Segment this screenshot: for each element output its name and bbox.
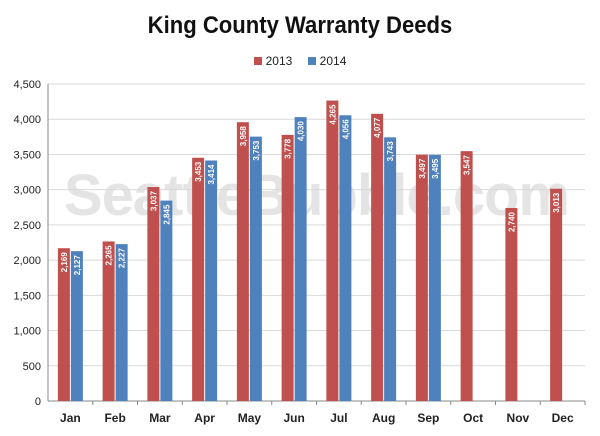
data-label: 4,265	[328, 104, 337, 125]
legend: 2013 2014	[0, 53, 600, 68]
bar-2013-aug	[371, 113, 384, 401]
y-tick-label: 0	[35, 396, 41, 408]
bar-2013-oct	[460, 151, 473, 401]
x-tick-label: Oct	[463, 411, 483, 425]
data-label: 3,414	[207, 164, 216, 185]
data-label: 2,265	[105, 245, 114, 266]
bar-2014-apr	[205, 160, 218, 401]
watermark: SeattleBubble.com	[64, 163, 569, 228]
y-tick-label: 2,000	[13, 255, 41, 267]
x-tick-label: Apr	[194, 411, 215, 425]
bar-2013-jul	[326, 100, 339, 401]
bar-2014-mar	[160, 200, 173, 401]
y-tick-label: 2,500	[13, 220, 41, 232]
legend-label-2014: 2014	[319, 53, 347, 68]
y-tick-label: 3,000	[13, 185, 41, 197]
legend-swatch-2014	[307, 56, 316, 65]
y-tick-label: 4,500	[13, 79, 41, 91]
y-tick-label: 4,000	[13, 114, 41, 126]
bar-2013-apr	[192, 157, 205, 401]
bar-2013-sep	[415, 154, 428, 401]
y-tick-label: 3,500	[13, 149, 41, 161]
data-label: 3,453	[194, 161, 203, 182]
x-tick-label: Jul	[330, 411, 347, 425]
data-label: 2,227	[118, 248, 127, 269]
x-tick-label: Dec	[552, 411, 574, 425]
bar-2013-feb	[102, 241, 115, 401]
x-tick-label: Aug	[372, 411, 395, 425]
data-label: 2,845	[162, 204, 171, 225]
bar-2013-may	[236, 122, 249, 402]
bar-2013-jun	[281, 134, 294, 401]
data-label: 3,547	[463, 155, 472, 176]
bar-2014-aug	[384, 137, 397, 401]
y-tick-label: 1,500	[13, 290, 41, 302]
data-label: 3,497	[418, 158, 427, 179]
data-label: 2,127	[73, 255, 82, 276]
bar-2013-nov	[505, 207, 518, 401]
bar-2013-mar	[147, 187, 160, 401]
data-label: 4,077	[373, 117, 382, 138]
x-tick-label: Nov	[507, 411, 530, 425]
x-tick-label: Mar	[149, 411, 171, 425]
data-label: 4,030	[297, 121, 306, 142]
legend-item-2013: 2013	[253, 53, 293, 68]
chart-title: King County Warranty Deeds	[147, 12, 453, 39]
bar-2013-dec	[550, 188, 563, 401]
bar-2014-jun	[294, 117, 307, 401]
y-tick-label: 500	[23, 361, 41, 373]
bar-2013-jan	[57, 248, 70, 401]
y-tick-label: 1,000	[13, 326, 41, 338]
data-label: 4,056	[341, 119, 350, 140]
data-label: 3,013	[552, 192, 561, 213]
legend-swatch-2013	[253, 56, 262, 65]
bar-2014-may	[249, 136, 262, 401]
x-tick-label: Feb	[104, 411, 125, 425]
bar-2014-jul	[339, 115, 352, 401]
bar-2014-sep	[428, 154, 441, 401]
data-label: 2,740	[507, 211, 516, 232]
data-label: 3,753	[252, 140, 261, 161]
legend-item-2014: 2014	[307, 53, 347, 68]
x-tick-label: Jan	[60, 411, 81, 425]
data-label: 3,958	[239, 126, 248, 147]
bar-2014-jan	[70, 251, 83, 401]
x-tick-label: May	[238, 411, 262, 425]
bar-2014-feb	[115, 244, 128, 401]
x-tick-label: Sep	[417, 411, 439, 425]
data-label: 3,778	[284, 138, 293, 159]
data-label: 2,169	[60, 252, 69, 273]
data-label: 3,495	[431, 158, 440, 179]
data-label: 3,037	[149, 191, 158, 212]
data-label: 3,743	[386, 141, 395, 162]
legend-label-2013: 2013	[265, 53, 293, 68]
x-tick-label: Jun	[283, 411, 304, 425]
